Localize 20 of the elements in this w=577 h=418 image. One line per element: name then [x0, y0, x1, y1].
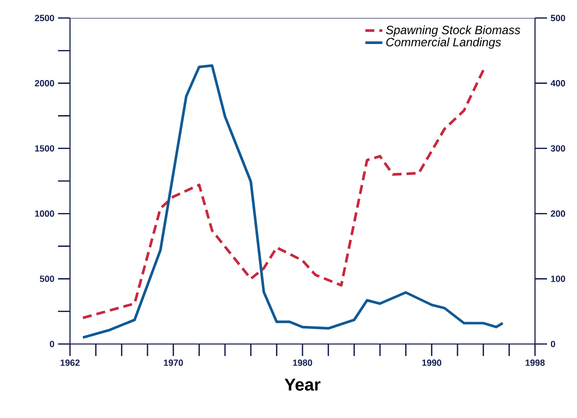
y-tick-label: 2000: [34, 80, 54, 86]
y-tick-label: 500: [40, 276, 54, 282]
y2-tick-label: 300: [550, 145, 566, 152]
legend-label: Commercial Landings: [386, 38, 501, 49]
y-tick-label: 0: [50, 340, 54, 348]
y2-tick-label: 500: [550, 14, 566, 22]
y-tick-label: 1000: [35, 210, 54, 217]
y2-tick-label: 200: [550, 210, 566, 217]
legend-label: Spawning Stock Biomass: [386, 25, 520, 37]
x-tick-label: 1970: [164, 360, 183, 366]
y2-tick-label: 100: [551, 276, 566, 282]
x-tick-label: 1962: [60, 360, 80, 366]
x-axis-title: Year: [284, 378, 320, 391]
y-tick-label: 2500: [34, 14, 54, 22]
x-tick-label: 1998: [526, 360, 545, 366]
y-tick-label: 1500: [35, 145, 54, 152]
y2-tick-label: 0: [550, 340, 556, 348]
y2-tick-label: 400: [550, 80, 566, 86]
x-tick-label: 1980: [293, 360, 312, 366]
x-tick-label: 1990: [422, 360, 442, 366]
